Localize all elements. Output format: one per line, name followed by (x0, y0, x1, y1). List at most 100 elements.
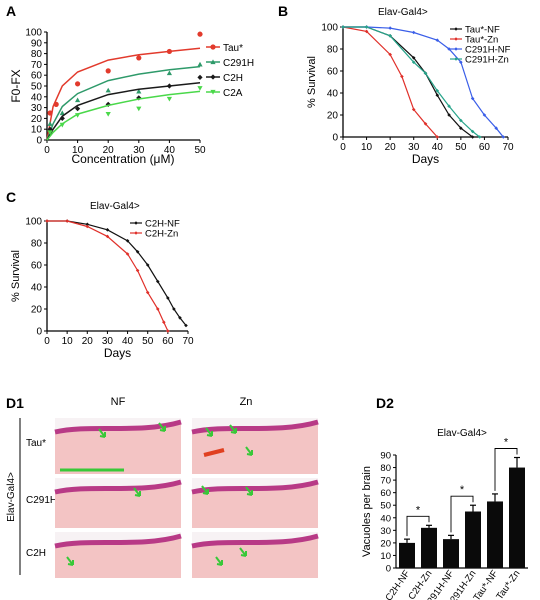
b-x-tick-label: 0 (340, 142, 346, 153)
b-data-point (341, 25, 345, 29)
c-data-point (155, 279, 160, 284)
c-y-tick-label: 80 (31, 239, 43, 250)
tissue-section (55, 422, 181, 474)
green-arrow (245, 486, 253, 496)
tissue-section (192, 536, 318, 578)
b-data-point (482, 113, 487, 117)
b-x-tick-label: 70 (502, 142, 514, 153)
b-data-point (423, 71, 428, 75)
c-data-point (166, 329, 170, 333)
c-y-tick-label: 60 (31, 261, 43, 272)
d2-bar (399, 542, 415, 568)
b-data-point (501, 135, 506, 139)
b-data-point (388, 52, 392, 57)
tissue-section (192, 422, 318, 474)
c-series-line (47, 220, 169, 332)
a-data-point (75, 97, 81, 103)
green-arrow (245, 446, 253, 456)
b-legend-label: Tau*-NF (465, 25, 500, 36)
green-arrow (239, 547, 247, 557)
d2-y-tick-label: 10 (380, 551, 391, 562)
b-data-point (459, 126, 463, 130)
a-data-point (59, 115, 65, 121)
a-data-point (136, 88, 142, 94)
d2-significance-star: * (416, 504, 421, 516)
d2-significance-bracket (450, 495, 474, 533)
b-y-tick-label: 100 (321, 23, 338, 34)
a-legend-marker (210, 74, 216, 80)
c-data-point (105, 234, 110, 239)
a-data-point (136, 106, 142, 112)
a-y-tick-label: 20 (31, 114, 43, 125)
green-arrow (201, 485, 209, 495)
c-data-point (105, 228, 110, 232)
chart-b: 0 10 20 30 40 50 60 70 0 20 40 60 80 100 Elav-Gal4> Day… (306, 7, 514, 166)
b-data-point (388, 34, 392, 38)
b-series-line (343, 26, 473, 138)
a-legend-label: C2A (223, 88, 243, 99)
tissue-section (192, 482, 318, 528)
d2-y-tick-label: 40 (380, 513, 391, 524)
tissue-edge (191, 533, 319, 549)
a-data-point (166, 48, 172, 55)
col-label-zn: Zn (240, 396, 253, 408)
a-data-point (75, 81, 81, 87)
d2-y-tick-label: 60 (380, 488, 391, 499)
a-data-point (197, 86, 203, 91)
panel-label-d1: D1 (6, 395, 24, 411)
b-data-point (364, 29, 369, 34)
c-series-line (47, 220, 187, 326)
a-y-tick-label: 80 (31, 49, 43, 60)
a-data-point (166, 70, 172, 76)
side-label: Elav-Gal4> (6, 472, 17, 522)
a-legend-marker (210, 44, 216, 50)
b-y-tick-label: 60 (327, 67, 339, 78)
a-fit-line (46, 90, 201, 141)
a-data-point (59, 110, 65, 116)
b-data-point (388, 26, 392, 30)
d2-significance-bracket (494, 448, 518, 491)
a-legend-label: C2H (223, 73, 243, 84)
b-legend-label: C291H-Zn (465, 55, 509, 66)
b-legend-marker (454, 27, 458, 31)
a-data-point (105, 87, 111, 93)
a-x-tick-label: 0 (44, 145, 50, 156)
c-x-tick-label: 10 (62, 336, 74, 347)
c-x-tick-label: 20 (82, 336, 94, 347)
b-data-point (470, 135, 475, 139)
a-legend-marker (210, 89, 216, 95)
a-y-tick-label: 100 (25, 28, 42, 39)
d2-y-tick-label: 70 (380, 476, 391, 487)
a-y-tick-label: 70 (31, 60, 43, 71)
chart-a: 0 10 20 30 40 500102030405060708090100Concent… (9, 28, 254, 167)
b-data-point (470, 96, 475, 101)
c-title: Elav-Gal4> (90, 201, 140, 212)
b-x-tick-label: 20 (385, 142, 397, 153)
b-series-line (343, 26, 481, 138)
d2-y-tick-label: 20 (380, 538, 391, 549)
d2-y-tick-label: 0 (386, 564, 391, 575)
green-arrow (158, 422, 166, 432)
green-arrow (229, 424, 237, 434)
tissue-edge (54, 419, 182, 435)
c-x-tick-label: 30 (102, 336, 114, 347)
chart-c: 0 10 20 30 40 50 60 70 0 20 40 60 80 100 Elav-Gal4> Day… (10, 201, 194, 360)
c-legend-label: C2H-Zn (145, 229, 178, 240)
row-label-c291h: C291H (26, 495, 57, 506)
a-data-point (47, 110, 53, 116)
a-y-tick-label: 0 (36, 136, 42, 147)
c-x-tick-label: 50 (142, 336, 154, 347)
a-y-tick-label: 60 (31, 71, 43, 82)
row-label-tau: Tau* (26, 438, 46, 449)
green-arrow (133, 487, 141, 497)
a-data-point (197, 61, 203, 67)
a-legend-marker (210, 59, 216, 65)
a-y-tick-label: 30 (31, 103, 43, 114)
b-data-point (411, 30, 416, 35)
c-y-tick-label: 20 (31, 305, 43, 316)
c-data-point (172, 307, 176, 311)
a-x-tick-label: 20 (103, 145, 115, 156)
a-y-tick-label: 90 (31, 38, 43, 49)
b-data-point (447, 104, 451, 108)
b-x-label: Days (412, 152, 439, 166)
